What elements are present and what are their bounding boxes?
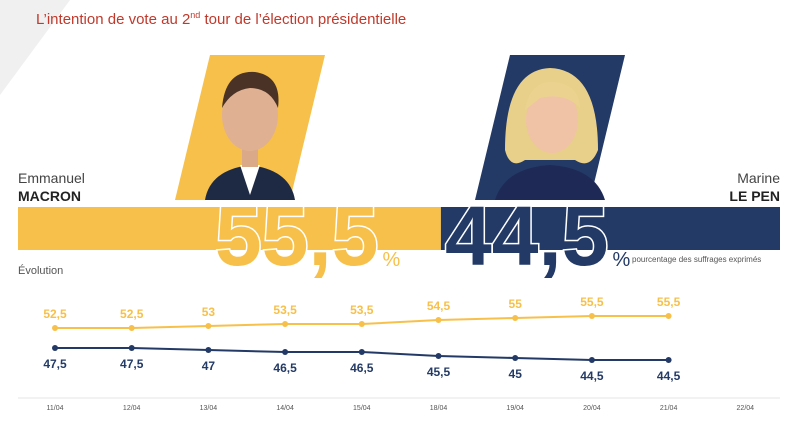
candidate-first-name: Emmanuel	[18, 170, 85, 186]
series-point	[52, 345, 58, 351]
candidate-name: MACRON	[18, 188, 81, 204]
series-point	[665, 313, 672, 319]
value-label: 45	[509, 367, 523, 381]
result-unit: %	[613, 249, 631, 271]
result-unit: %	[383, 249, 401, 271]
series-point	[588, 313, 595, 319]
x-tick-label: 14/04	[276, 405, 294, 412]
candidate-name: LE PEN	[729, 188, 780, 204]
value-label: 52,5	[120, 307, 144, 321]
series-point	[282, 349, 289, 355]
value-label: 47	[202, 359, 216, 373]
series-point	[665, 357, 672, 363]
x-tick-label: 15/04	[353, 405, 371, 412]
series-point	[358, 321, 365, 327]
value-label: 44,5	[657, 369, 681, 383]
title: L’intention de vote au 2nd tour de l’éle…	[36, 10, 406, 28]
subtitle: Évolution	[18, 264, 63, 277]
x-tick-label: 21/04	[660, 405, 678, 412]
series-point	[512, 355, 519, 361]
value-label: 53,5	[350, 303, 374, 317]
result-value: 55,5	[215, 189, 379, 283]
x-tick-label: 13/04	[200, 405, 218, 412]
x-tick-label: 18/04	[430, 405, 448, 412]
value-label: 53,5	[273, 303, 297, 317]
portrait-lepen	[495, 68, 605, 200]
series-point	[512, 315, 519, 321]
x-tick-label: 20/04	[583, 405, 601, 412]
note: pourcentage des suffrages exprimés	[632, 255, 761, 264]
value-label: 46,5	[273, 361, 297, 375]
series-point	[205, 347, 212, 353]
x-tick-label: 12/04	[123, 405, 141, 412]
portrait-macron	[205, 71, 295, 200]
result-value: 44,5	[445, 189, 609, 283]
result-bar	[18, 207, 441, 250]
value-label: 55,5	[657, 295, 681, 309]
series-point	[588, 357, 595, 363]
result-bar	[440, 207, 780, 250]
value-label: 45,5	[427, 365, 451, 379]
x-tick-label: 11/04	[47, 405, 64, 412]
series-point	[358, 349, 365, 355]
corner-decoration	[0, 0, 70, 95]
value-label: 53	[202, 305, 216, 319]
series-point	[282, 321, 289, 327]
series-point	[128, 325, 135, 331]
title-superscript: nd	[190, 10, 200, 20]
x-tick-label: 22/04	[737, 405, 755, 412]
series-point	[205, 323, 212, 329]
value-label: 44,5	[580, 369, 604, 383]
value-label: 54,5	[427, 299, 451, 313]
series-point	[435, 317, 442, 323]
series-point	[128, 345, 135, 351]
value-label: 46,5	[350, 361, 374, 375]
title-part: L’intention de vote au 2	[36, 11, 190, 28]
value-label: 55,5	[580, 295, 604, 309]
x-tick-label: 19/04	[506, 405, 524, 412]
value-label: 52,5	[43, 307, 67, 321]
title-part: tour de l’élection présidentielle	[200, 11, 406, 28]
series-point	[435, 353, 442, 359]
value-label: 47,5	[43, 357, 67, 371]
value-label: 55	[509, 297, 523, 311]
candidate-first-name: Marine	[737, 170, 780, 186]
series-point	[52, 325, 58, 331]
value-label: 47,5	[120, 357, 144, 371]
